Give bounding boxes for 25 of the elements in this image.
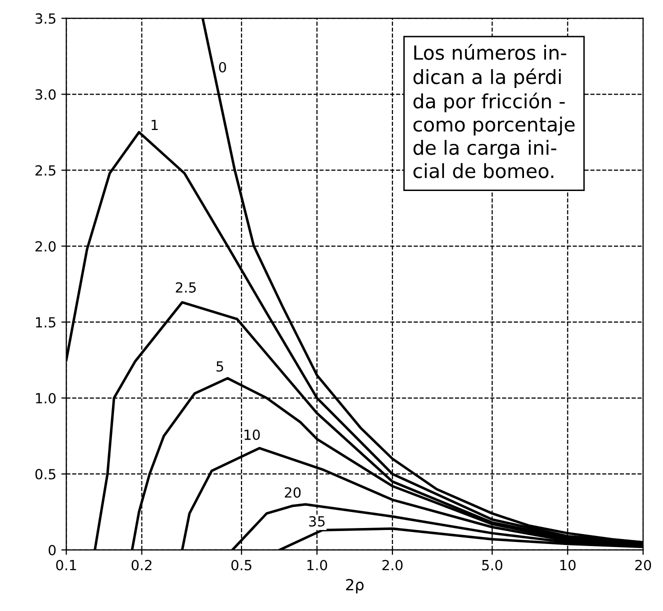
y-tick-label: 1.5 <box>36 317 56 328</box>
annotation: 2.5 <box>176 282 196 293</box>
y-tick-label: 0.5 <box>35 468 56 480</box>
x-tick-label: 0.1 <box>56 560 76 570</box>
annotation: 0 <box>219 62 226 72</box>
annotation: Los números in- dican a la pérdi da por fricción - como porcentaje de la carga ini- cial de bomeo. <box>413 44 575 178</box>
x-tick-label: 2.0 <box>382 560 403 570</box>
x-tick-label: 10 <box>560 560 576 570</box>
y-tick-label: 3.5 <box>36 13 56 24</box>
annotation: 20 <box>284 487 301 498</box>
x-tick-label: 20 <box>635 560 652 570</box>
annotation: 35 <box>309 516 325 527</box>
y-tick-label: 3.0 <box>36 89 56 100</box>
x-tick-label: 1.0 <box>307 560 328 570</box>
y-tick-label: 1.0 <box>36 392 56 404</box>
annotation: 5 <box>216 361 224 372</box>
x-tick-label: 5.0 <box>482 560 502 570</box>
x-tick-label: 0.5 <box>231 560 252 570</box>
y-tick-label: 2.5 <box>36 165 56 176</box>
x-axis-title: 2ρ <box>346 578 364 594</box>
annotation: 10 <box>244 430 260 440</box>
y-tick-label: 2.0 <box>36 241 56 252</box>
y-tick-label: 0 <box>48 544 56 556</box>
annotation: 1 <box>152 120 158 130</box>
x-tick-label: 0.2 <box>132 560 152 570</box>
